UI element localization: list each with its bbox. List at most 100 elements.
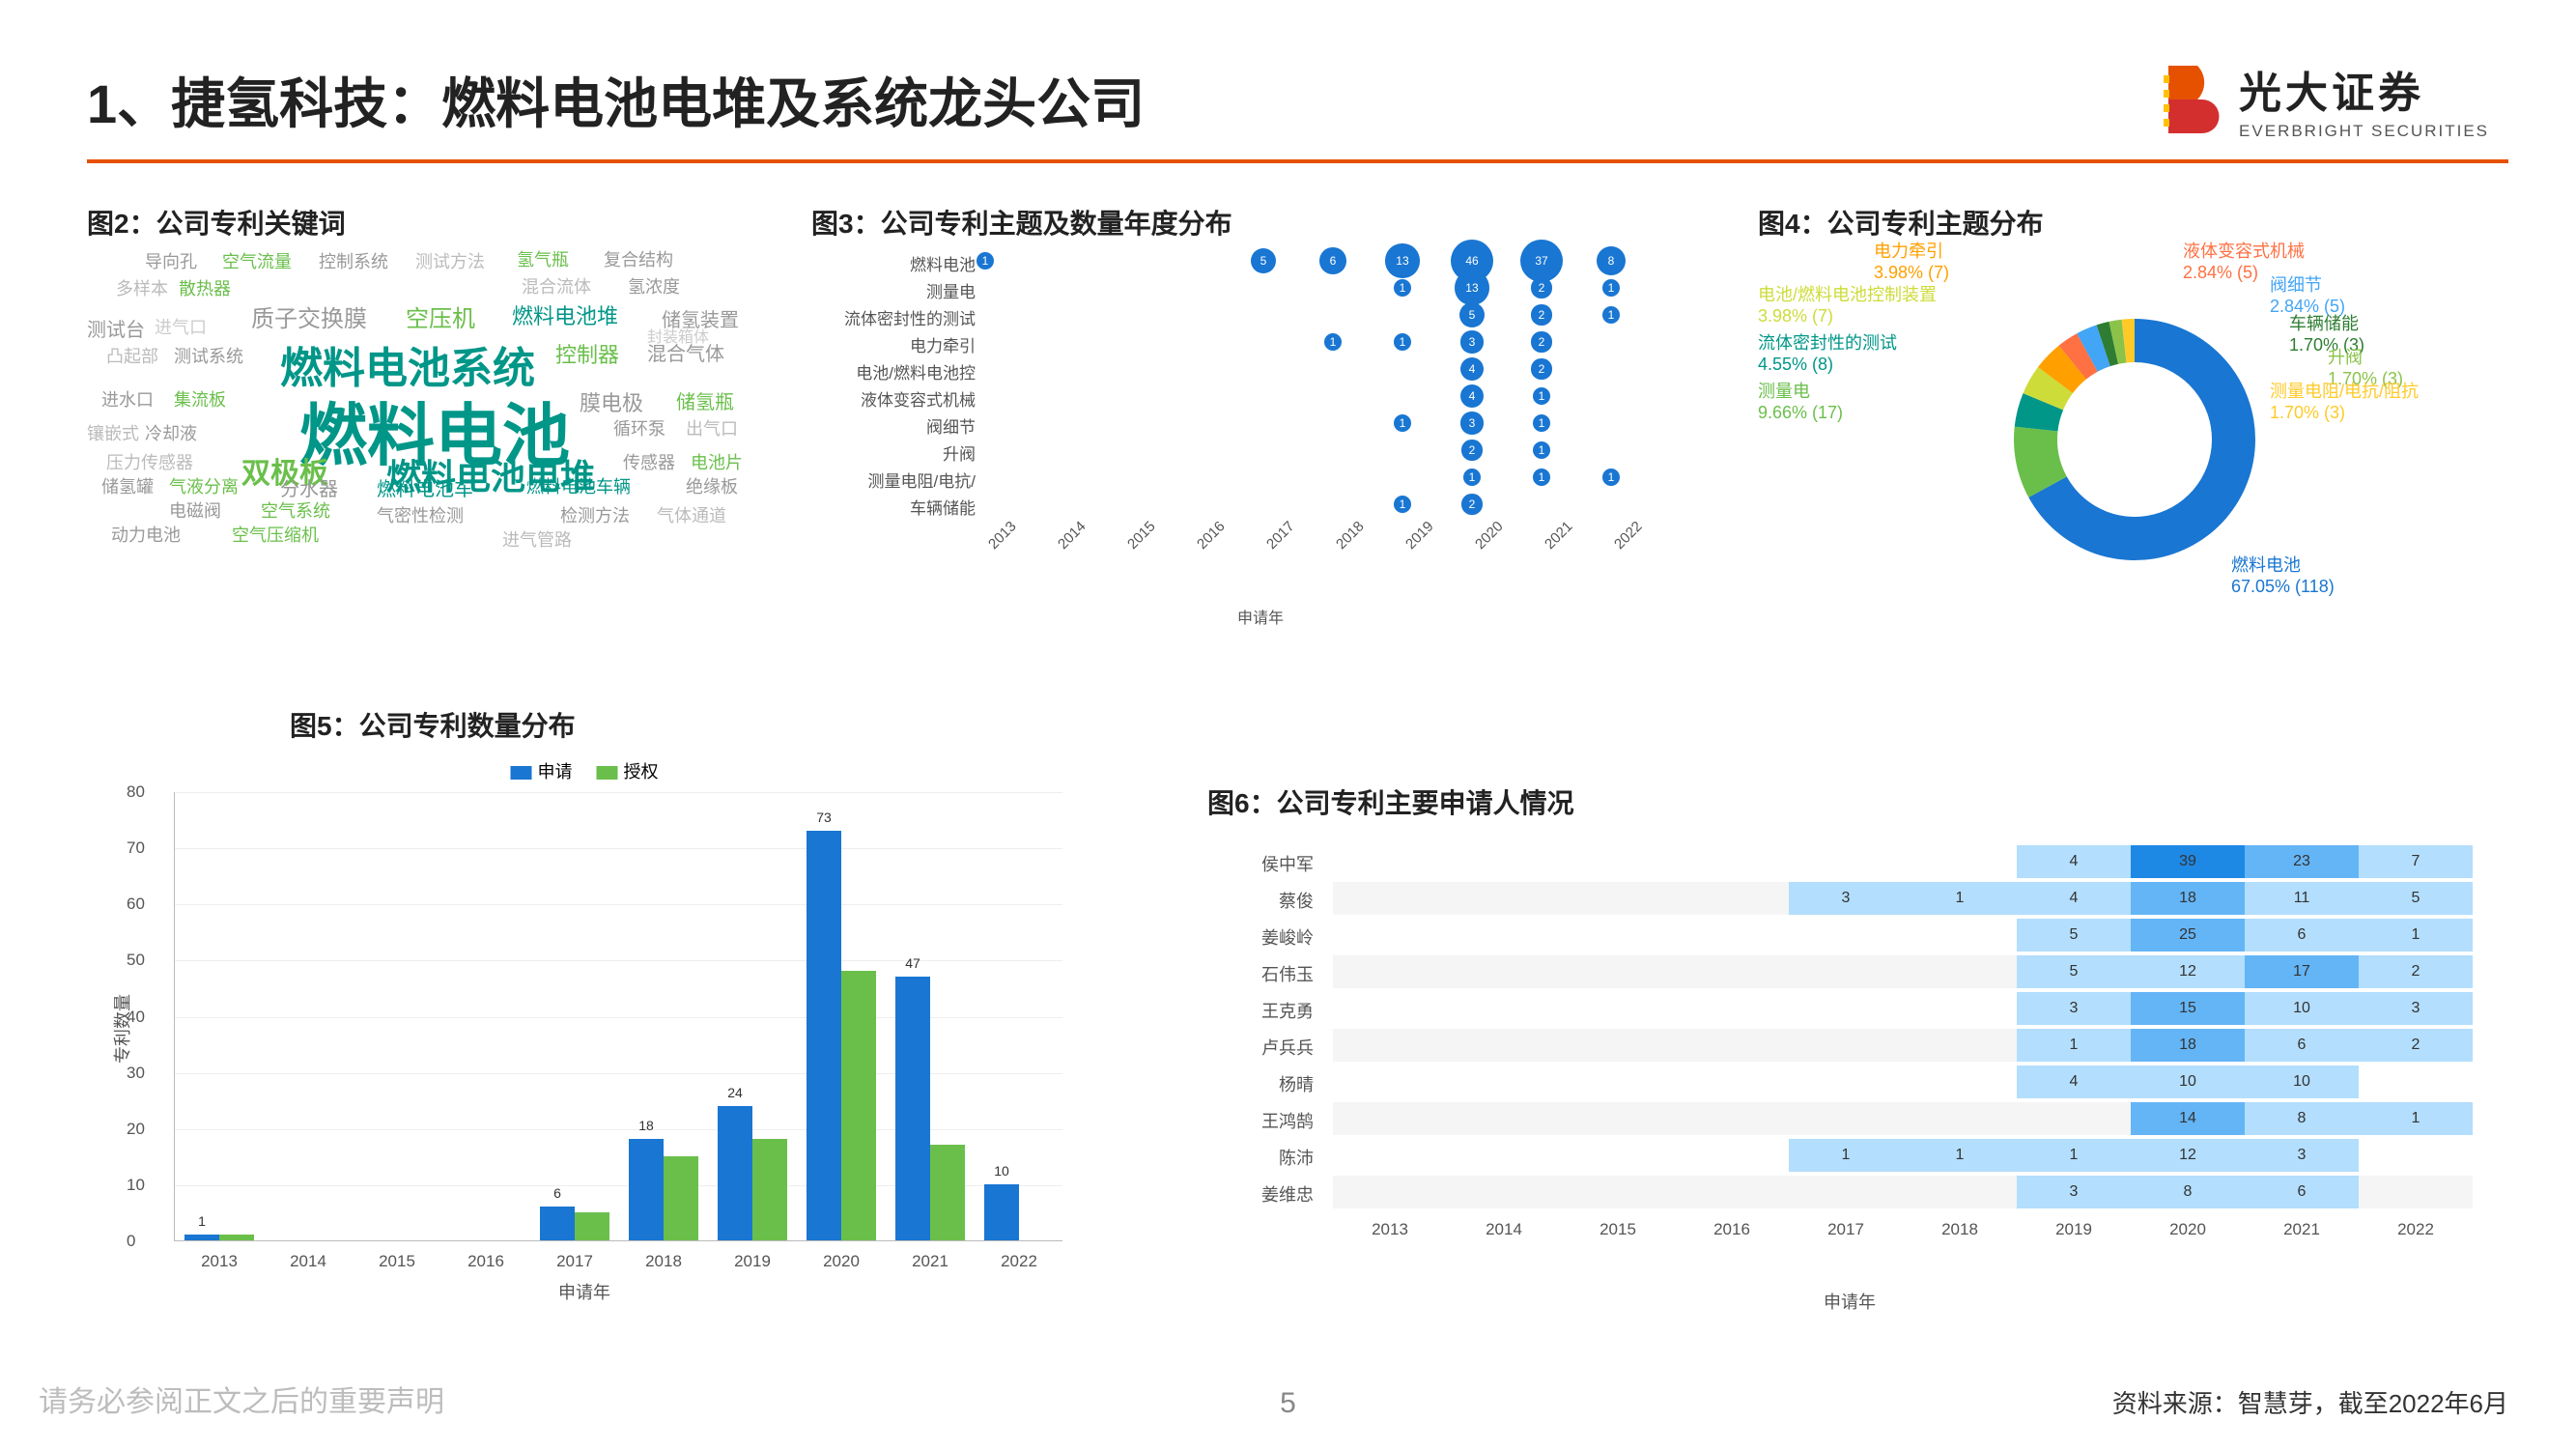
heat-row: 1481: [1333, 1102, 2473, 1135]
bubble-point: 8: [1597, 246, 1626, 275]
heat-row: 111123: [1333, 1139, 2473, 1172]
heat-cell: 6: [2245, 1029, 2359, 1062]
heat-row: 315103: [1333, 992, 2473, 1025]
heat-cell: 14: [2131, 1102, 2245, 1135]
wordcloud-word: 封装箱体: [647, 324, 709, 347]
fig6-x-title: 申请年: [1824, 1289, 1876, 1314]
heat-cell: 1: [2017, 1139, 2131, 1172]
heat-year-label: 2015: [1561, 1220, 1675, 1280]
bubble-point: 1: [977, 252, 994, 270]
wordcloud-word: 进气管路: [502, 526, 572, 552]
fig3-category-label: 车辆储能: [811, 495, 976, 519]
heat-cell: 1: [2359, 919, 2473, 952]
bubble-point: 2: [1531, 277, 1551, 298]
bar-group: 732020: [807, 831, 876, 1240]
heat-row: 11862: [1333, 1029, 2473, 1062]
fig5-panel: 图5：公司专利数量分布 申请授权 专利数量 010203040506070801…: [87, 705, 1082, 1362]
donut-label: 测量电9.66% (17): [1758, 382, 1843, 423]
heat-row: 512172: [1333, 955, 2473, 988]
bubble-point: 37: [1520, 240, 1563, 282]
bar-legend: 申请授权: [511, 758, 659, 783]
fig5-title: 图5：公司专利数量分布: [290, 705, 1082, 744]
donut-label: 电池/燃料电池控制装置3.98% (7): [1758, 285, 1937, 327]
fig3-year-label: 2016: [1194, 541, 1205, 553]
donut-label: 流体密封性的测试4.55% (8): [1758, 333, 1897, 375]
bar-ytick: 50: [127, 951, 145, 970]
wordcloud-word: 空压机: [406, 299, 475, 333]
fig3-category-label: 测量电阻/电抗/: [811, 468, 976, 492]
fig3-year-label: 2022: [1611, 541, 1623, 553]
heat-cell: 1: [1789, 1139, 1903, 1172]
heat-cell: 18: [2131, 1029, 2245, 1062]
heat-row-label: 卢兵兵: [1207, 1035, 1314, 1060]
bar-ytick: 20: [127, 1120, 145, 1139]
wordcloud-word: 进水口: [101, 386, 154, 412]
wordcloud-word: 循环泵: [613, 415, 665, 440]
bubble-point: 1: [1533, 441, 1550, 459]
wordcloud-word: 质子交换膜: [251, 299, 367, 333]
bar-chart: 申请授权 专利数量 010203040506070801201320142015…: [87, 758, 1082, 1299]
bubble-point: 1: [1533, 469, 1550, 486]
wordcloud-word: 镶嵌式: [87, 420, 139, 445]
fig3-year-label: 2021: [1542, 541, 1553, 553]
heat-cell: 4: [2017, 845, 2131, 878]
heat-row-label: 姜维忠: [1207, 1181, 1314, 1207]
donut-label: 燃料电池67.05% (118): [2231, 555, 2335, 597]
fig4-panel: 图4：公司专利主题分布 燃料电池67.05% (118)测量电9.66% (17…: [1758, 203, 2511, 609]
wordcloud-word: 动力电池: [111, 522, 181, 547]
heat-row-label: 蔡俊: [1207, 888, 1314, 913]
brand-logo: 光大证券 EVERBRIGHT SECURITIES: [2164, 58, 2489, 141]
heat-cell: 1: [2017, 1029, 2131, 1062]
wordcloud-word: 测试方法: [415, 248, 485, 273]
bar-plot: 0102030405060708012013201420152016620171…: [174, 792, 1062, 1241]
bubble-point: 1: [1324, 333, 1342, 351]
wordcloud-word: 检测方法: [560, 502, 630, 527]
bar-group: 182018: [629, 1139, 698, 1240]
heat-cell: 3: [2017, 992, 2131, 1025]
bar-ytick: 0: [127, 1232, 135, 1251]
bubble-point: 2: [1531, 304, 1551, 325]
heat-cell: 3: [2245, 1139, 2359, 1172]
heat-row: 439237: [1333, 845, 2473, 878]
heat-year-label: 2014: [1447, 1220, 1561, 1280]
heat-cell: 8: [2131, 1176, 2245, 1208]
heat-cell: 5: [2017, 919, 2131, 952]
heat-cell: 12: [2131, 955, 2245, 988]
wordcloud-word: 出气口: [686, 415, 738, 440]
heat-cell: 1: [1903, 882, 2017, 915]
bubble-point: 1: [1394, 414, 1411, 432]
heat-row: 386: [1333, 1176, 2473, 1208]
fig2-panel: 图2：公司专利关键词 燃料电池燃料电池系统燃料电池电堆双极板质子交换膜空压机控制…: [87, 203, 763, 570]
bubble-point: 2: [1461, 440, 1482, 460]
bar-ytick: 80: [127, 782, 145, 802]
bar-ytick: 40: [127, 1008, 145, 1027]
heat-cell: 3: [1789, 882, 1903, 915]
bubble-point: 1: [1602, 469, 1620, 486]
bubble-point: 1: [1394, 279, 1411, 297]
heat-cell: 5: [2359, 882, 2473, 915]
heat-row: 31418115: [1333, 882, 2473, 915]
heat-year-label: 2017: [1789, 1220, 1903, 1280]
heat-year-label: 2021: [2245, 1220, 2359, 1280]
heat-cell: 17: [2245, 955, 2359, 988]
logo-text-en: EVERBRIGHT SECURITIES: [2239, 122, 2489, 141]
fig3-year-label: 2020: [1472, 541, 1484, 553]
wordcloud-word: 电磁阀: [169, 497, 221, 523]
fig3-year-label: 2015: [1124, 541, 1136, 553]
heat-cell: 15: [2131, 992, 2245, 1025]
donut-chart: 燃料电池67.05% (118) 测量电9.66% (17) 流体密封性的测试4.5…: [1758, 256, 2511, 613]
wordcloud-word: 气体通道: [657, 502, 726, 527]
wordcloud-word: 空气流量: [222, 248, 292, 273]
donut-label: 电力牵引3.98% (7): [1874, 242, 1949, 283]
bar-ytick: 30: [127, 1064, 145, 1083]
fig3-year-label: 2018: [1333, 541, 1345, 553]
heat-cell: 5: [2017, 955, 2131, 988]
wordcloud-word: 氢浓度: [628, 273, 680, 298]
bubble-point: 5: [1459, 302, 1485, 327]
bubble-point: 3: [1460, 330, 1483, 353]
heat-cell: 18: [2131, 882, 2245, 915]
disclaimer: 请务必参阅正文之后的重要声明: [39, 1378, 444, 1420]
wordcloud-word: 燃料电池车: [377, 473, 473, 501]
fig3-category-label: 燃料电池: [811, 251, 976, 275]
wordcloud-word: 燃料电池堆: [512, 299, 618, 330]
